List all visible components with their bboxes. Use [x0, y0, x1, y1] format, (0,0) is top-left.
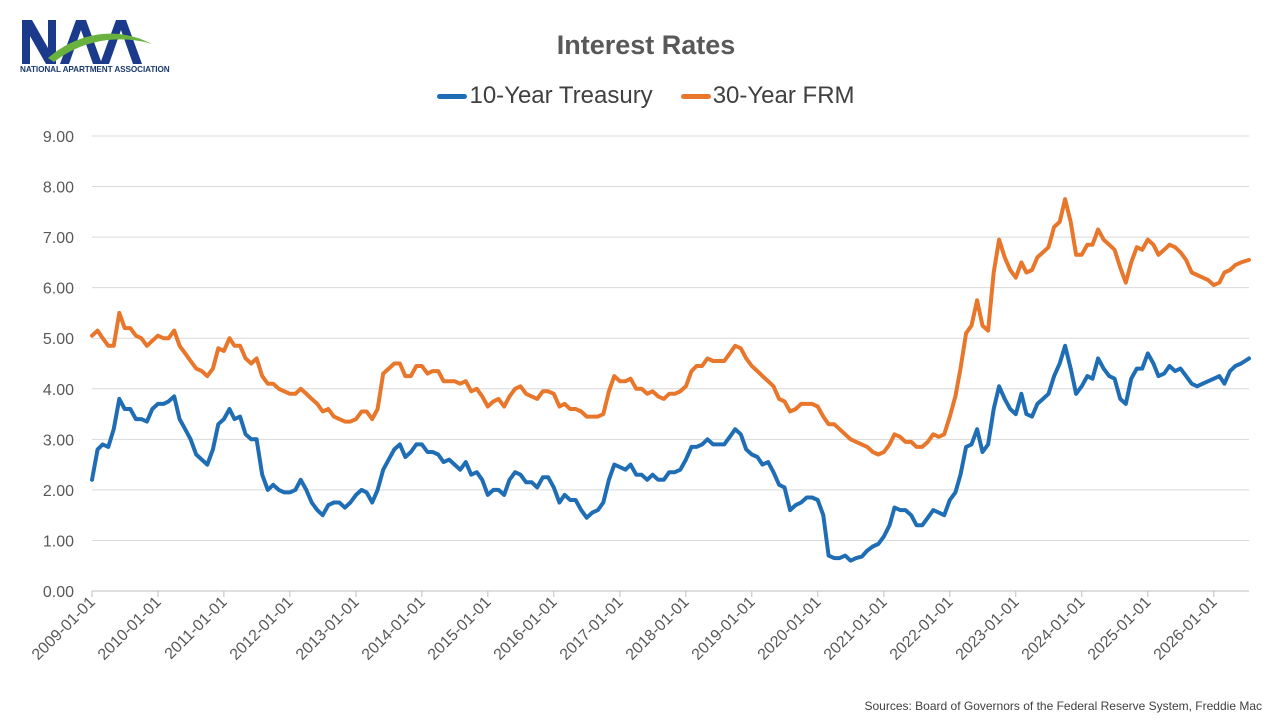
- legend-item-treasury: 10-Year Treasury: [437, 82, 653, 110]
- series-line-30-year-frm: [90, 197, 1251, 457]
- y-tick-label: 0.00: [43, 584, 74, 601]
- x-tick-label: 2024-01-01: [1019, 594, 1089, 664]
- source-note: Sources: Board of Governors of the Feder…: [864, 699, 1262, 713]
- logo-letter-n: [22, 20, 56, 64]
- y-tick-label: 2.00: [43, 483, 74, 500]
- series-line-10-year-treasury: [90, 343, 1251, 563]
- x-tick-label: 2023-01-01: [953, 594, 1023, 664]
- x-tick-label: 2026-01-01: [1151, 594, 1221, 664]
- x-tick-label: 2014-01-01: [359, 594, 429, 664]
- legend-swatch-frm: [680, 93, 711, 99]
- chart-title: Interest Rates: [556, 30, 736, 60]
- x-tick-label: 2025-01-01: [1085, 594, 1155, 664]
- naa-logo: [22, 20, 152, 64]
- grid-lines: [92, 135, 1249, 541]
- x-tick-label: 2015-01-01: [425, 594, 495, 664]
- x-tick-label: 2019-01-01: [689, 594, 759, 664]
- legend-label-frm: 30-Year FRM: [712, 82, 855, 109]
- x-tick-label: 2012-01-01: [227, 594, 297, 664]
- x-tick-label: 2013-01-01: [293, 594, 363, 664]
- logo-swoosh: [48, 33, 152, 62]
- legend-swatch-treasury: [437, 93, 468, 99]
- x-tick-label: 2022-01-01: [887, 594, 957, 664]
- logo-letter-a2: [100, 20, 142, 64]
- x-tick-label: 2009-01-01: [29, 594, 99, 664]
- chart-legend: 10-Year Treasury 30-Year FRM: [0, 82, 1280, 110]
- y-tick-label: 5.00: [43, 331, 74, 348]
- y-tick-label: 3.00: [43, 432, 74, 449]
- x-tick-label: 2021-01-01: [821, 594, 891, 664]
- legend-label-treasury: 10-Year Treasury: [469, 82, 653, 109]
- series-lines: [90, 197, 1251, 563]
- x-tick-label: 2020-01-01: [755, 594, 825, 664]
- logo-text: NATIONAL APARTMENT ASSOCIATION: [20, 65, 170, 74]
- x-axis: 2009-01-012010-01-012011-01-012012-01-01…: [29, 590, 1249, 664]
- x-tick-label: 2011-01-01: [162, 594, 231, 663]
- y-axis-tick-labels: 0.00 1.00 2.00 3.00 4.00 5.00 6.00 7.00 8.00 9.00: [43, 129, 74, 601]
- y-tick-label: 4.00: [43, 382, 74, 399]
- y-tick-label: 7.00: [43, 230, 74, 247]
- legend-item-frm: 30-Year FRM: [680, 82, 855, 110]
- x-tick-label: 2016-01-01: [491, 594, 561, 664]
- y-tick-label: 1.00: [43, 533, 74, 550]
- y-tick-label: 8.00: [43, 180, 74, 197]
- y-tick-label: 9.00: [43, 129, 74, 146]
- y-tick-label: 6.00: [43, 281, 74, 298]
- x-tick-label: 2017-01-01: [557, 594, 627, 664]
- x-tick-label: 2018-01-01: [623, 594, 693, 664]
- logo-letter-a1: [60, 20, 102, 64]
- x-tick-label: 2010-01-01: [95, 594, 165, 664]
